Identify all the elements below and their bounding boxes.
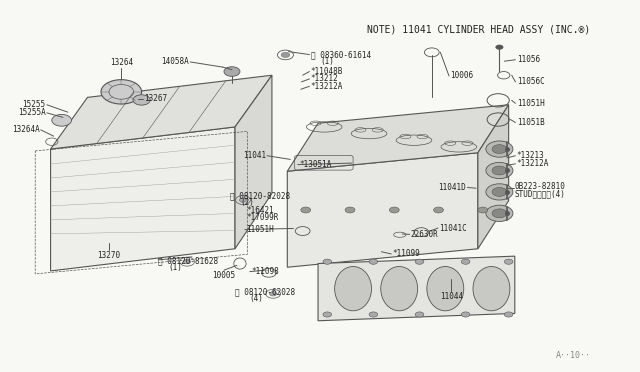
Circle shape xyxy=(52,114,72,126)
Text: 11041: 11041 xyxy=(243,151,266,160)
Circle shape xyxy=(133,95,150,105)
Text: (1): (1) xyxy=(320,57,333,66)
Circle shape xyxy=(224,67,240,76)
Polygon shape xyxy=(51,75,272,149)
Text: *11048B: *11048B xyxy=(310,67,343,76)
Circle shape xyxy=(478,207,488,213)
Circle shape xyxy=(492,187,507,196)
Text: 11041D: 11041D xyxy=(438,183,466,192)
Text: 11056C: 11056C xyxy=(516,77,545,86)
Circle shape xyxy=(504,259,513,264)
Circle shape xyxy=(492,145,507,154)
Circle shape xyxy=(461,259,470,264)
Text: NOTE) 11041 CYLINDER HEAD ASSY (INC.®): NOTE) 11041 CYLINDER HEAD ASSY (INC.®) xyxy=(367,24,591,34)
Circle shape xyxy=(239,198,246,202)
Text: 11051B: 11051B xyxy=(516,118,545,127)
Circle shape xyxy=(369,259,378,264)
Circle shape xyxy=(434,207,444,213)
Text: *13212A: *13212A xyxy=(310,82,343,91)
Circle shape xyxy=(369,312,378,317)
Text: STUDスタッド(4): STUDスタッド(4) xyxy=(515,189,566,198)
Circle shape xyxy=(486,184,513,200)
Circle shape xyxy=(101,80,141,104)
Circle shape xyxy=(415,312,424,317)
Text: Ⓢ 08360-61614: Ⓢ 08360-61614 xyxy=(310,51,371,60)
Text: (1): (1) xyxy=(168,263,182,272)
Circle shape xyxy=(461,312,470,317)
Circle shape xyxy=(301,207,310,213)
Text: *17099R: *17099R xyxy=(246,213,278,222)
Circle shape xyxy=(486,141,513,157)
Text: 14058A: 14058A xyxy=(161,57,189,67)
Text: 0B223-82810: 0B223-82810 xyxy=(515,182,566,191)
Text: *13051A: *13051A xyxy=(299,160,332,169)
Text: Ⓑ 08120-81628: Ⓑ 08120-81628 xyxy=(158,256,218,265)
Text: (2): (2) xyxy=(240,199,254,208)
Polygon shape xyxy=(235,75,272,249)
Text: 11044: 11044 xyxy=(440,292,463,301)
Text: 15255A: 15255A xyxy=(18,108,45,118)
Text: *13212A: *13212A xyxy=(516,159,549,169)
Circle shape xyxy=(345,207,355,213)
Text: *16421: *16421 xyxy=(246,206,274,215)
Text: *13213: *13213 xyxy=(516,151,545,160)
Text: 11056: 11056 xyxy=(516,55,540,64)
Ellipse shape xyxy=(473,266,510,311)
Polygon shape xyxy=(287,105,509,171)
Text: 10006: 10006 xyxy=(450,71,474,80)
Circle shape xyxy=(389,207,399,213)
Circle shape xyxy=(415,259,424,264)
Text: 11041C: 11041C xyxy=(439,224,467,232)
Text: Ⓑ 08120-82028: Ⓑ 08120-82028 xyxy=(230,192,290,201)
Text: *11099: *11099 xyxy=(392,250,420,259)
Ellipse shape xyxy=(335,266,372,311)
Circle shape xyxy=(492,166,507,175)
Polygon shape xyxy=(51,127,235,271)
Circle shape xyxy=(492,209,507,218)
Text: 13267: 13267 xyxy=(144,94,167,103)
Circle shape xyxy=(269,292,277,296)
Circle shape xyxy=(486,205,513,221)
Text: 13264: 13264 xyxy=(109,58,133,67)
Text: 15255: 15255 xyxy=(22,100,45,109)
Text: *13212: *13212 xyxy=(310,74,339,83)
Ellipse shape xyxy=(427,266,464,311)
Text: 11051H: 11051H xyxy=(246,225,274,234)
Polygon shape xyxy=(478,105,509,249)
Circle shape xyxy=(281,52,290,58)
Text: Ⓑ 08120-62028: Ⓑ 08120-62028 xyxy=(235,288,295,297)
Text: 10005: 10005 xyxy=(212,271,236,280)
Ellipse shape xyxy=(381,266,418,311)
Polygon shape xyxy=(318,256,515,321)
Circle shape xyxy=(496,45,503,49)
Text: 22630R: 22630R xyxy=(411,230,438,239)
Text: *11098: *11098 xyxy=(251,267,279,276)
Text: 13264A: 13264A xyxy=(12,125,40,134)
Circle shape xyxy=(486,162,513,179)
Text: 11051H: 11051H xyxy=(516,99,545,108)
Text: (4): (4) xyxy=(249,295,263,304)
Circle shape xyxy=(323,259,332,264)
Circle shape xyxy=(184,260,191,264)
Circle shape xyxy=(323,312,332,317)
Polygon shape xyxy=(287,153,478,267)
Circle shape xyxy=(504,312,513,317)
Text: A··10··: A··10·· xyxy=(556,351,591,360)
Text: 13270: 13270 xyxy=(97,251,120,260)
